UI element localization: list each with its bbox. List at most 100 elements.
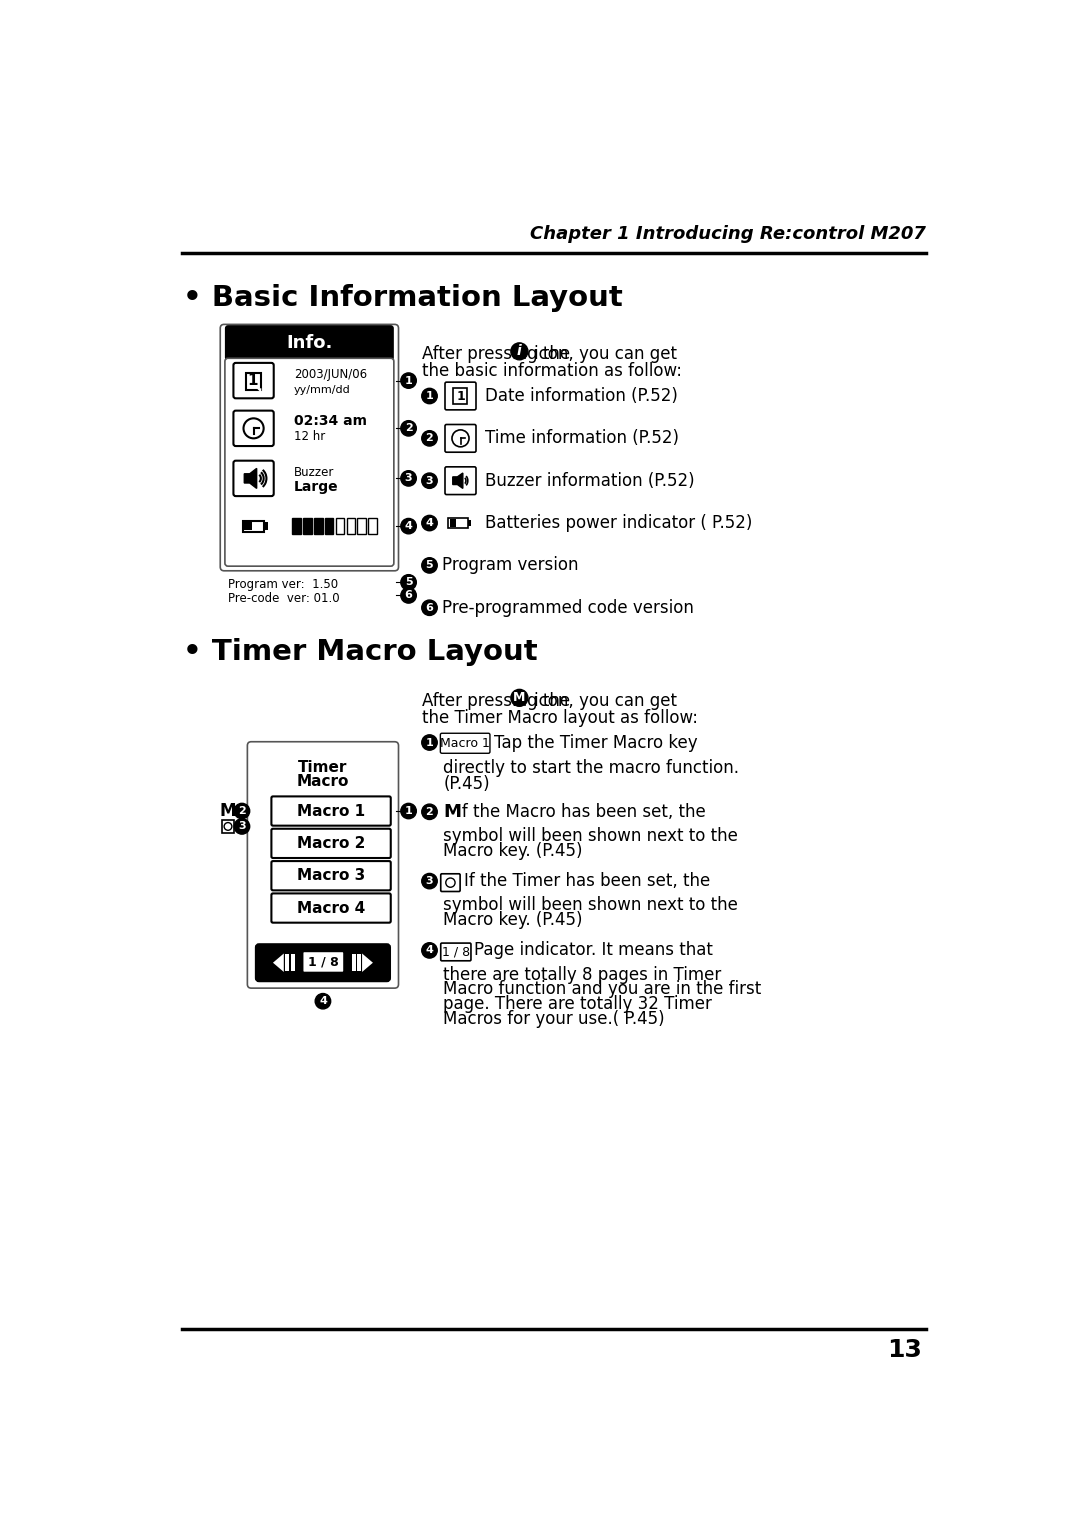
Circle shape (225, 823, 232, 830)
FancyBboxPatch shape (441, 943, 471, 960)
Text: 6: 6 (405, 590, 413, 601)
Text: If the Timer has been set, the: If the Timer has been set, the (464, 872, 711, 890)
Bar (244, 523, 252, 531)
Text: Chapter 1 Introducing Re:control M207: Chapter 1 Introducing Re:control M207 (529, 225, 926, 243)
Text: i: i (517, 344, 522, 358)
Circle shape (422, 431, 437, 446)
Text: 1: 1 (405, 806, 413, 816)
Circle shape (234, 803, 249, 818)
Text: 1: 1 (456, 390, 464, 402)
Text: 3: 3 (238, 821, 246, 832)
Text: icon, you can get: icon, you can get (535, 346, 677, 364)
Text: Buzzer: Buzzer (294, 466, 334, 479)
Text: 3: 3 (426, 876, 433, 887)
Polygon shape (453, 472, 463, 488)
Circle shape (401, 803, 416, 818)
Text: 1: 1 (247, 373, 258, 388)
Text: Macro key. (P.45): Macro key. (P.45) (444, 842, 583, 859)
Text: directly to start the macro function.: directly to start the macro function. (444, 760, 740, 777)
Text: Macro key. (P.45): Macro key. (P.45) (444, 911, 583, 930)
Circle shape (422, 804, 437, 820)
Text: Macro 4: Macro 4 (297, 901, 365, 916)
Text: 5: 5 (426, 561, 433, 570)
FancyBboxPatch shape (220, 324, 399, 570)
FancyBboxPatch shape (271, 797, 391, 826)
Bar (449, 520, 456, 528)
Bar (368, 518, 377, 534)
FancyBboxPatch shape (271, 861, 391, 890)
Circle shape (451, 430, 469, 446)
Text: After pressing the: After pressing the (422, 346, 570, 364)
Bar (265, 523, 268, 531)
Text: 4: 4 (426, 945, 433, 956)
FancyBboxPatch shape (445, 466, 476, 494)
Text: 02:34 am: 02:34 am (294, 414, 367, 428)
Text: the basic information as follow:: the basic information as follow: (422, 362, 681, 381)
Text: M: M (444, 803, 461, 821)
Bar (357, 518, 366, 534)
Bar (243, 521, 265, 532)
Text: Batteries power indicator ( P.52): Batteries power indicator ( P.52) (485, 514, 753, 532)
Text: Macro 2: Macro 2 (297, 836, 365, 850)
Text: the Timer Macro layout as follow:: the Timer Macro layout as follow: (422, 708, 698, 726)
Text: 12 hr: 12 hr (294, 430, 325, 443)
FancyBboxPatch shape (225, 358, 394, 566)
Bar (347, 518, 355, 534)
Text: page. There are totally 32 Timer: page. There are totally 32 Timer (444, 995, 713, 1014)
FancyBboxPatch shape (271, 893, 391, 922)
Circle shape (422, 388, 437, 404)
Text: Macro: Macro (297, 774, 349, 789)
Text: Program ver:  1.50: Program ver: 1.50 (228, 578, 338, 592)
Circle shape (511, 342, 528, 359)
Bar (453, 388, 467, 404)
FancyBboxPatch shape (271, 829, 391, 858)
Circle shape (401, 373, 416, 388)
Text: 1: 1 (426, 737, 433, 748)
Text: Pre-code  ver: 01.0: Pre-code ver: 01.0 (228, 592, 339, 604)
Text: If the Macro has been set, the: If the Macro has been set, the (458, 803, 706, 821)
Text: Buzzer information (P.52): Buzzer information (P.52) (485, 472, 694, 489)
Text: Date information (P.52): Date information (P.52) (485, 387, 678, 405)
Bar (469, 520, 471, 526)
Text: • Timer Macro Layout: • Timer Macro Layout (183, 638, 538, 665)
Text: icon, you can get: icon, you can get (535, 691, 677, 709)
Circle shape (401, 420, 416, 436)
Polygon shape (257, 388, 261, 393)
Bar (352, 954, 356, 971)
Text: • Basic Information Layout: • Basic Information Layout (183, 283, 623, 312)
Text: symbol will been shown next to the: symbol will been shown next to the (444, 827, 739, 846)
FancyBboxPatch shape (445, 425, 476, 453)
Text: 5: 5 (405, 578, 413, 587)
Text: 4: 4 (426, 518, 433, 528)
Circle shape (401, 587, 416, 602)
Text: Program version: Program version (442, 557, 579, 575)
Text: Page indicator. It means that: Page indicator. It means that (474, 942, 713, 959)
Text: Large: Large (294, 480, 338, 494)
Circle shape (511, 690, 528, 706)
Text: Macro function and you are in the first: Macro function and you are in the first (444, 980, 761, 998)
Text: 2003/JUN/06: 2003/JUN/06 (294, 368, 367, 381)
Text: M: M (513, 691, 526, 705)
Bar (325, 518, 334, 534)
Text: 2: 2 (238, 806, 246, 816)
Text: 4: 4 (319, 997, 327, 1006)
Bar (336, 518, 345, 534)
Text: symbol will been shown next to the: symbol will been shown next to the (444, 896, 739, 914)
FancyBboxPatch shape (225, 326, 394, 361)
Text: there are totally 8 pages in Timer: there are totally 8 pages in Timer (444, 966, 721, 983)
Text: 3: 3 (405, 474, 413, 483)
Text: M: M (219, 803, 237, 820)
Text: Macro 1: Macro 1 (297, 804, 365, 818)
Text: Macro 3: Macro 3 (297, 868, 365, 884)
Text: 4: 4 (405, 521, 413, 531)
FancyBboxPatch shape (441, 734, 490, 754)
Text: 1: 1 (426, 391, 433, 401)
Text: 1: 1 (405, 376, 413, 385)
Circle shape (401, 471, 416, 486)
Bar (246, 373, 261, 390)
Text: 6: 6 (426, 602, 433, 613)
Text: 1 / 8: 1 / 8 (308, 956, 339, 968)
Bar (293, 518, 301, 534)
Text: Macros for your use.( P.45): Macros for your use.( P.45) (444, 1009, 665, 1027)
Bar (448, 518, 469, 529)
